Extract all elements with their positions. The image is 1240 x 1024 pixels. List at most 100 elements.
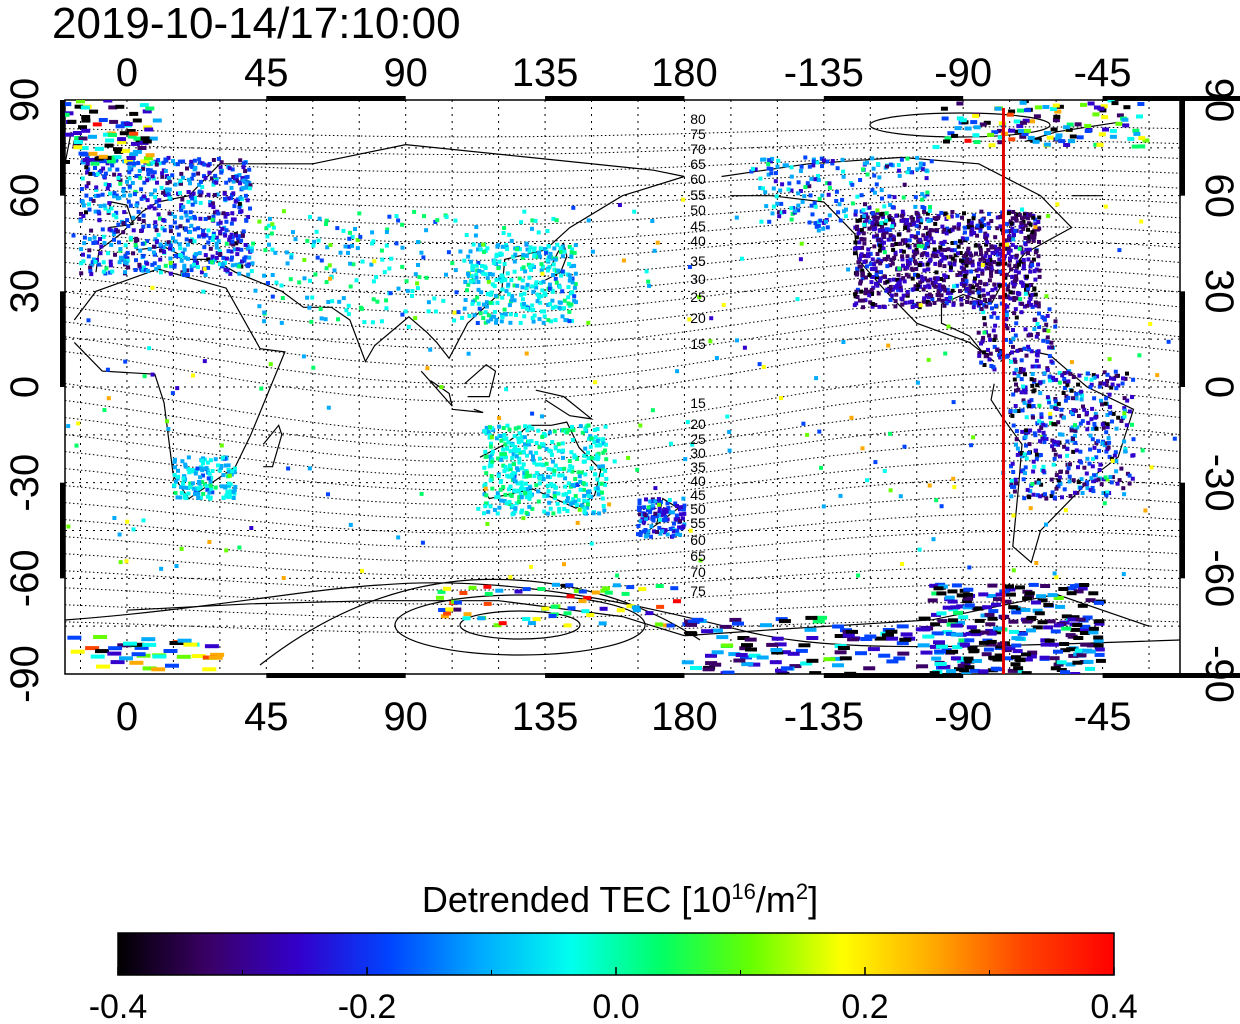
tec-point: [466, 351, 471, 356]
tec-point: [176, 232, 181, 237]
tec-point: [92, 235, 97, 240]
tec-point: [1107, 440, 1112, 445]
tec-point: [976, 243, 981, 248]
tec-point: [1023, 242, 1028, 247]
tec-point: [932, 301, 937, 305]
tec-point: [519, 439, 524, 444]
tec-point: [328, 243, 333, 247]
tec-point: [950, 241, 955, 245]
tec-point: [673, 599, 681, 604]
tec-point: [882, 204, 887, 209]
tec-point: [813, 221, 818, 226]
tec-point: [986, 594, 997, 598]
tec-point: [1014, 481, 1018, 486]
tec-point: [229, 185, 234, 190]
tec-point: [502, 433, 507, 437]
tec-point: [264, 226, 269, 231]
tec-point: [549, 482, 554, 486]
tec-point: [1092, 375, 1097, 380]
tec-point: [988, 258, 993, 262]
tec-point: [570, 465, 575, 470]
tec-point: [1023, 128, 1031, 133]
tec-point: [956, 226, 961, 231]
tec-point: [970, 259, 975, 264]
tec-point: [1019, 451, 1024, 455]
tec-point: [1104, 396, 1109, 401]
tec-point: [800, 661, 813, 666]
tec-point: [952, 225, 957, 230]
tec-point: [888, 162, 893, 167]
tec-point: [910, 219, 915, 224]
tec-point: [86, 181, 91, 186]
tec-point: [1024, 591, 1035, 596]
tec-point: [502, 307, 507, 312]
tec-point: [548, 302, 553, 306]
tec-point: [652, 529, 656, 534]
tec-point: [1059, 469, 1063, 474]
tec-point: [933, 640, 945, 645]
tec-point: [964, 603, 975, 608]
tec-point: [111, 232, 116, 237]
tec-point: [876, 162, 881, 166]
tec-point: [872, 267, 877, 272]
tec-point: [1032, 232, 1037, 237]
tec-point: [507, 502, 512, 506]
tec-point: [923, 284, 928, 289]
tec-point: [98, 251, 103, 256]
tec-point: [586, 423, 591, 428]
tec-point: [1024, 594, 1034, 599]
tec-point: [1055, 604, 1066, 609]
tec-point: [570, 437, 575, 442]
tec-point: [406, 324, 411, 329]
tec-point: [146, 172, 151, 176]
tec-point: [962, 230, 967, 235]
tec-point: [1024, 456, 1029, 461]
tec-point: [1084, 376, 1089, 381]
tec-point: [517, 488, 522, 493]
tec-point: [1030, 305, 1035, 309]
tec-point: [463, 298, 468, 302]
tec-point: [934, 217, 939, 221]
tec-point: [223, 214, 228, 219]
tec-point: [984, 612, 995, 617]
tec-point: [1023, 465, 1028, 470]
tec-point: [796, 208, 801, 213]
tec-point: [80, 152, 90, 157]
tec-point: [793, 209, 798, 214]
tec-point: [1014, 216, 1019, 221]
tec-point: [846, 267, 851, 272]
tec-point: [1060, 648, 1071, 653]
tec-point: [533, 218, 538, 223]
tec-point: [530, 284, 535, 289]
tec-point: [87, 202, 91, 207]
tec-point: [214, 241, 219, 246]
tec-point: [926, 239, 931, 244]
tec-point: [729, 617, 742, 622]
tec-point: [1013, 278, 1018, 283]
tec-point: [1070, 672, 1081, 674]
tec-point: [81, 128, 91, 133]
tec-point: [560, 244, 565, 249]
tec-point: [1037, 620, 1048, 625]
tec-point: [948, 295, 952, 300]
tec-point: [353, 227, 357, 231]
magnetic-contours: [65, 112, 1180, 666]
tec-point: [760, 623, 772, 628]
tec-point: [998, 295, 1003, 300]
tec-point: [905, 218, 909, 222]
tec-point: [538, 300, 543, 305]
tec-point: [753, 167, 758, 172]
tec-point: [637, 501, 642, 506]
tec-point: [1062, 444, 1067, 449]
tec-point: [913, 204, 918, 209]
tec-point: [1020, 216, 1024, 221]
tec-point: [773, 179, 778, 184]
tec-point: [115, 229, 120, 234]
tec-point: [154, 228, 159, 233]
tec-point: [767, 219, 772, 224]
tec-point: [710, 628, 723, 633]
tec-point: [149, 161, 153, 166]
border-stripe-bottom: [545, 673, 685, 678]
tec-point: [799, 164, 804, 169]
tec-point: [1006, 112, 1014, 117]
